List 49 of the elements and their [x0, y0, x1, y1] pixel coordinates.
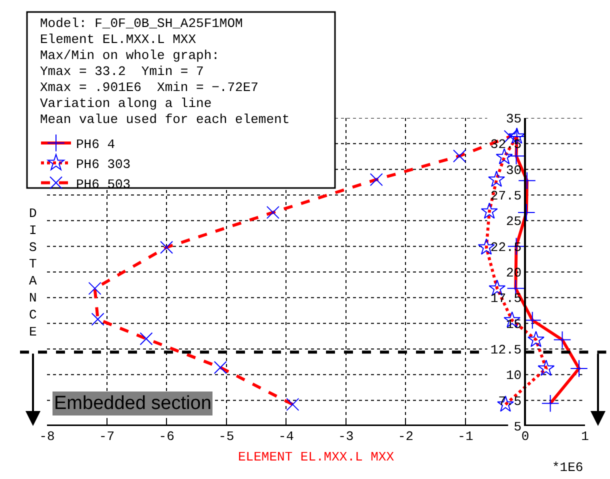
point [538, 360, 555, 376]
x-axis-title: ELEMENT EL.MXX.L MXX [238, 450, 394, 465]
point [91, 312, 104, 326]
point [370, 173, 383, 186]
x-tick-label: -7 [98, 429, 115, 444]
y-tick-label: 10 [506, 368, 522, 384]
x-tick-label: -3 [338, 429, 354, 444]
x-tick-label: -1 [458, 429, 474, 444]
point [452, 149, 466, 162]
y-tick-label: 12.5 [490, 342, 522, 358]
annotation: Embedded section [54, 393, 212, 414]
y-tick-label: 35 [506, 112, 522, 127]
point [140, 332, 153, 346]
point [496, 148, 513, 164]
x-tick-label: -2 [398, 429, 414, 444]
x-tick-label: 1 [581, 429, 590, 444]
legend-label: PH6 303 [76, 156, 131, 172]
point [527, 330, 544, 348]
x-tick-label: -6 [158, 429, 174, 444]
y-tick-label: 27.5 [490, 188, 522, 204]
point [507, 147, 526, 165]
point [541, 394, 560, 412]
point [88, 282, 102, 295]
y-axis-title: DISTANCE [29, 206, 37, 340]
point [553, 330, 572, 349]
text: Variation along a line [40, 96, 212, 111]
point [480, 202, 498, 219]
x-tick-label: -8 [39, 429, 55, 444]
point [570, 360, 588, 378]
y-tick-label: 25 [506, 214, 522, 230]
legend-label: PH6 4 [76, 137, 116, 152]
point [160, 240, 174, 254]
text: Max/Min on whole graph: [40, 48, 220, 63]
y-tick-label: 30 [506, 162, 522, 178]
x-tick-label: -5 [218, 429, 234, 444]
text: *1E6 [552, 460, 584, 475]
text: Ymax = 33.2 Ymin = 7 [40, 64, 204, 79]
point [266, 206, 280, 219]
point [214, 360, 227, 374]
chart-title: Model: F_0F_0B_SH_A25F1MOM [40, 16, 243, 31]
text: Xmax = .901E6 Xmin = −.72E7 [40, 80, 258, 95]
chart-subtitle: Element EL.MXX.L MXX [40, 32, 196, 47]
point [286, 398, 300, 411]
point [488, 170, 506, 187]
annotation: Mean value used for each element [40, 112, 290, 127]
y-tick-label: 5 [514, 420, 522, 435]
x-tick-label: 0 [521, 429, 530, 444]
y-tick-label: 17.5 [490, 291, 522, 306]
x-tick-label: -4 [278, 429, 294, 444]
